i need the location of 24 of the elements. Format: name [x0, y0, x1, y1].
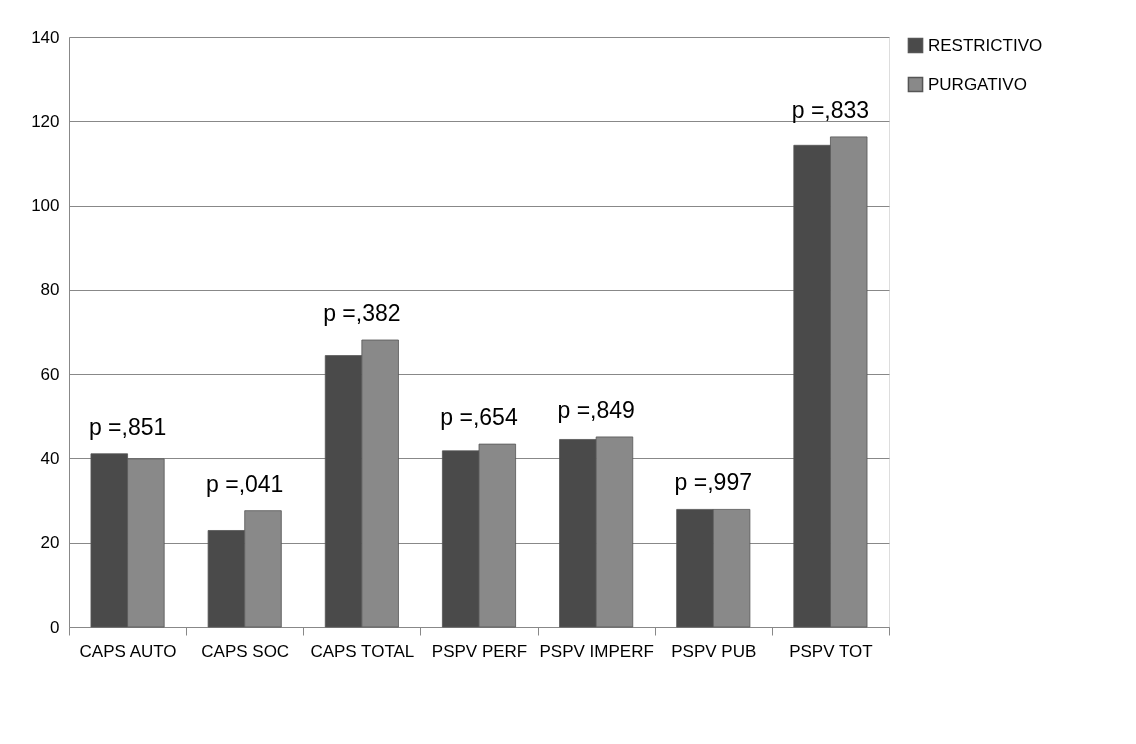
y-tick-label: 140 [31, 27, 60, 47]
annotation: p =,654 [440, 404, 518, 431]
annotation: p =,851 [88, 413, 167, 440]
y-tick-label: 40 [40, 448, 60, 468]
x-tick-label: PSPV IMPERF [539, 641, 654, 661]
annotation: p =,382 [323, 300, 401, 327]
legend-label: PURGATIVO [928, 74, 1027, 94]
annotation: p =,849 [557, 396, 635, 423]
x-tick-label: CAPS TOTAL [310, 641, 415, 661]
annotation: p =,041 [206, 470, 284, 497]
y-tick-label: 80 [40, 280, 60, 300]
annotation: p =,997 [674, 469, 752, 496]
y-tick-label: 60 [40, 364, 60, 384]
legend-label: RESTRICTIVO [928, 35, 1043, 55]
y-tick-label: 100 [31, 196, 60, 216]
annotation: p =,833 [791, 96, 870, 123]
x-tick-label: PSPV TOT [789, 641, 873, 661]
x-tick-label: PSPV PERF [431, 641, 528, 661]
y-tick-label: 120 [31, 111, 60, 131]
y-tick-label: 20 [40, 533, 60, 553]
x-tick-label: PSPV PUB [671, 641, 757, 661]
y-tick-label: 0 [50, 617, 60, 637]
x-tick-label: CAPS AUTO [79, 641, 177, 661]
x-tick-label: CAPS SOC [201, 641, 290, 661]
